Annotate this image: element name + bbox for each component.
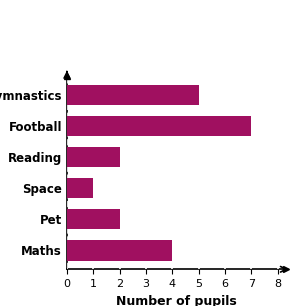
Bar xyxy=(67,147,119,167)
Text: A chart to show the number of pupils
attending different after-school clubs: A chart to show the number of pupils att… xyxy=(27,18,277,46)
Bar xyxy=(67,116,251,136)
Bar xyxy=(67,209,119,230)
Bar xyxy=(67,240,172,260)
X-axis label: Number of pupils: Number of pupils xyxy=(116,295,237,306)
Bar xyxy=(67,85,199,106)
Bar xyxy=(67,178,93,199)
